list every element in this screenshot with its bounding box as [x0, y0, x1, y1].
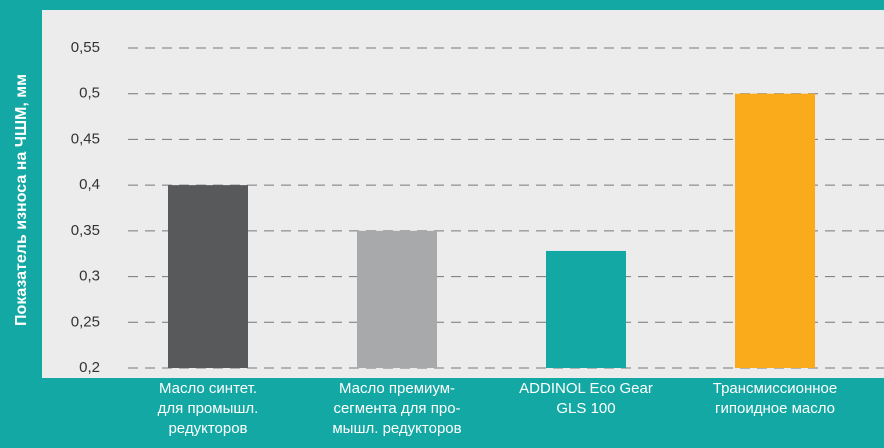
- bar: [357, 230, 437, 368]
- x-tick-label: мышл. редукторов: [332, 420, 461, 437]
- bar: [546, 250, 626, 368]
- y-tick-label: 0,25: [71, 313, 100, 330]
- y-tick-label: 0,2: [79, 359, 100, 376]
- x-tick-label: GLS 100: [556, 400, 615, 417]
- bar: [168, 185, 248, 368]
- y-tick-label: 0,3: [79, 268, 100, 285]
- x-tick-label: Масло премиум-: [339, 380, 455, 397]
- x-tick-label: для промышл.: [158, 400, 259, 417]
- y-tick-label: 0,35: [71, 222, 100, 239]
- x-tick-label: сегмента для про-: [333, 400, 460, 417]
- y-tick-label: 0,55: [71, 39, 100, 56]
- bar: [735, 93, 815, 368]
- x-tick-label: Масло синтет.: [159, 380, 257, 397]
- x-tick-label: Трансмиссионное: [713, 380, 837, 397]
- y-tick-label: 0,5: [79, 85, 100, 102]
- y-tick-label: 0,45: [71, 130, 100, 147]
- x-tick-label: гипоидное масло: [715, 400, 835, 417]
- y-axis-label: Показатель износа на ЧШМ, мм: [13, 74, 30, 326]
- x-tick-label: ADDINOL Eco Gear: [519, 380, 653, 397]
- y-tick-label: 0,4: [79, 176, 100, 193]
- x-tick-label: редукторов: [168, 420, 247, 437]
